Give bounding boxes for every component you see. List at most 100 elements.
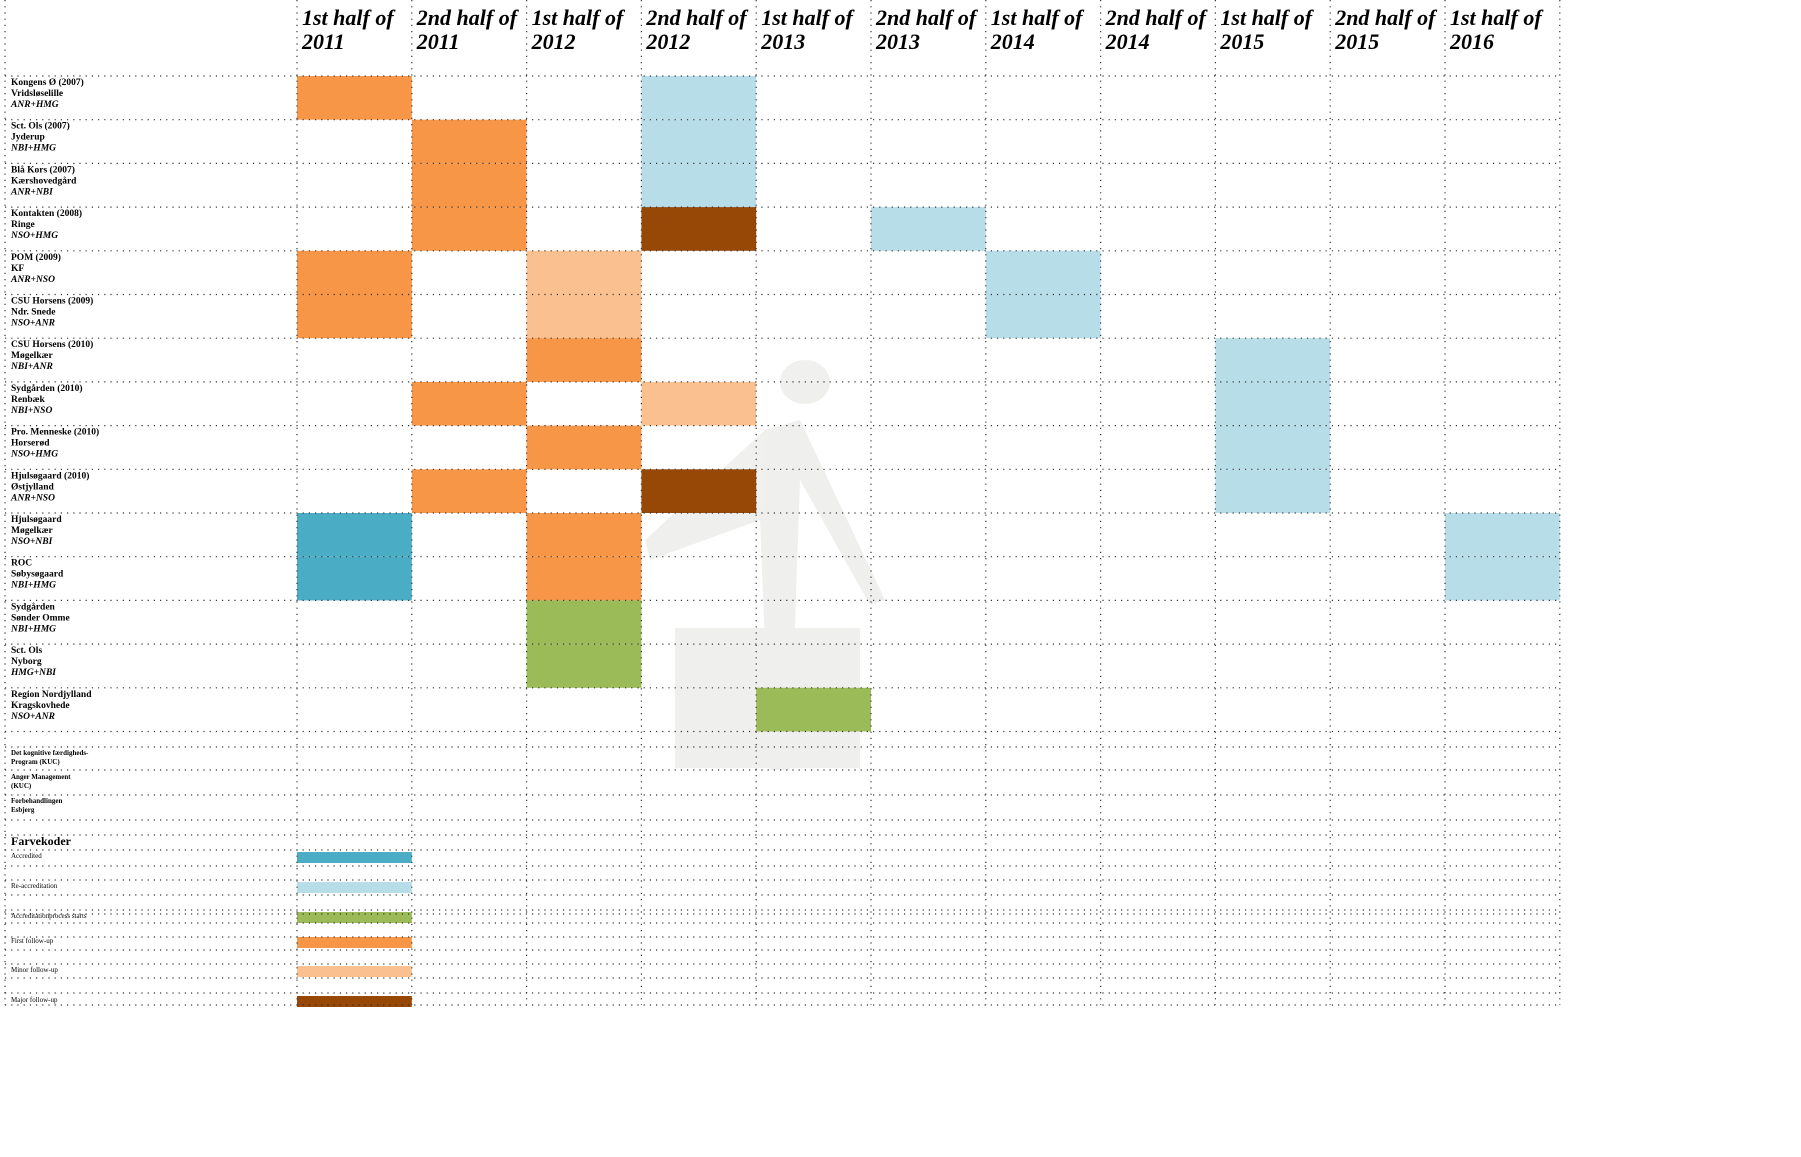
column-header: 2013 (760, 29, 805, 54)
row-label: NBI+HMG (10, 144, 56, 154)
row-label: Jyderup (11, 133, 45, 143)
status-cell (986, 295, 1101, 339)
status-cell (1215, 469, 1330, 513)
row-label: NBI+NSO (10, 406, 52, 416)
status-cell (641, 382, 756, 426)
column-header: 2012 (531, 29, 576, 54)
legend-label: Accreditationprocess starts (11, 912, 87, 920)
legend-label: First follow-up (11, 937, 54, 945)
status-cell (527, 557, 642, 601)
legend-label: Minor follow-up (11, 966, 58, 974)
status-cell (1215, 382, 1330, 426)
legend-swatch (297, 882, 412, 893)
status-cell (297, 513, 412, 557)
status-cell (527, 513, 642, 557)
row-label: Møgelkær (11, 351, 53, 361)
legend-swatch (297, 912, 412, 923)
status-cell (297, 295, 412, 339)
column-header: 1st half of (761, 5, 855, 30)
column-header: 2011 (416, 29, 460, 54)
status-cell (412, 382, 527, 426)
row-label: CSU Horsens (2009) (11, 296, 93, 307)
program-label: (KUC) (11, 782, 32, 790)
column-header: 2nd half of (416, 5, 520, 30)
column-header: 1st half of (302, 5, 396, 30)
schedule-sheet: 1st half of20112nd half of20111st half o… (0, 0, 1801, 1157)
row-label: NSO+NBI (10, 537, 53, 547)
legend-swatch (297, 937, 412, 948)
legend-title: Farvekoder (11, 834, 72, 848)
row-label: Horserød (11, 439, 50, 449)
row-label: CSU Horsens (2010) (11, 339, 93, 350)
program-label: Program (KUC) (11, 758, 60, 766)
status-cell (1215, 426, 1330, 470)
status-cell (1445, 513, 1560, 557)
row-label: Renbæk (11, 395, 46, 405)
status-cell (527, 338, 642, 382)
row-label: Sønder Omme (11, 613, 70, 623)
column-header: 2011 (301, 29, 345, 54)
row-label: ANR+NSO (10, 275, 55, 285)
column-header: 2nd half of (1105, 5, 1209, 30)
row-label: POM (2009) (11, 252, 61, 263)
row-label: NSO+ANR (10, 319, 55, 329)
row-label: NSO+HMG (10, 450, 58, 460)
column-header: 1st half of (1220, 5, 1314, 30)
column-header: 1st half of (991, 5, 1085, 30)
program-label: Anger Management (11, 773, 71, 781)
row-label: ROC (11, 559, 32, 569)
row-label: Ringe (11, 220, 35, 230)
column-header: 2014 (1105, 29, 1150, 54)
legend-label: Accredited (11, 852, 42, 860)
row-label: Sydgården (11, 601, 56, 612)
column-header: 2nd half of (875, 5, 979, 30)
status-cell (871, 207, 986, 251)
row-label: Sct. Ols (2007) (11, 121, 70, 132)
row-label: Blå Kors (2007) (11, 164, 75, 175)
status-cell (1215, 338, 1330, 382)
column-header: 2nd half of (645, 5, 749, 30)
column-header: 2015 (1334, 29, 1379, 54)
row-label: Møgelkær (11, 526, 53, 536)
status-cell (527, 295, 642, 339)
row-label: NSO+ANR (10, 712, 55, 722)
row-label: NBI+HMG (10, 624, 56, 634)
status-cell (756, 688, 871, 732)
program-label: Esbjerg (11, 806, 35, 814)
status-cell (527, 600, 642, 644)
status-cell (986, 251, 1101, 295)
row-label: ANR+NBI (10, 187, 53, 197)
legend-swatch (297, 852, 412, 863)
status-cell (297, 76, 412, 120)
column-header: 1st half of (532, 5, 626, 30)
row-label: Hjulsøgaard (2010) (11, 470, 89, 481)
status-cell (412, 207, 527, 251)
row-label: ANR+NSO (10, 493, 55, 503)
row-label: Østjylland (11, 482, 54, 492)
status-cell (412, 120, 527, 164)
program-label: Det kognitive færdigheds- (11, 749, 89, 757)
row-label: Sydgården (2010) (11, 383, 83, 394)
column-header: 2012 (645, 29, 690, 54)
status-cell (641, 76, 756, 120)
status-cell (641, 120, 756, 164)
row-label: KF (11, 264, 24, 274)
row-label: NSO+HMG (10, 231, 58, 241)
row-label: ANR+HMG (10, 100, 59, 110)
row-label: NBI+ANR (10, 362, 53, 372)
row-label: HMG+NBI (10, 668, 56, 678)
status-cell (412, 163, 527, 207)
row-label: Kærshovedgård (11, 175, 77, 186)
column-header: 2013 (875, 29, 920, 54)
row-label: Kragskovhede (11, 701, 70, 711)
row-label: Kongens Ø (2007) (11, 77, 84, 88)
status-cell (297, 251, 412, 295)
row-label: Kontakten (2008) (11, 208, 82, 219)
status-cell (641, 207, 756, 251)
row-label: Hjulsøgaard (11, 515, 62, 525)
status-cell (527, 426, 642, 470)
row-label: Ndr. Snede (11, 308, 56, 318)
row-label: NBI+HMG (10, 581, 56, 591)
row-label: Region Nordjylland (11, 690, 92, 700)
status-cell (297, 557, 412, 601)
